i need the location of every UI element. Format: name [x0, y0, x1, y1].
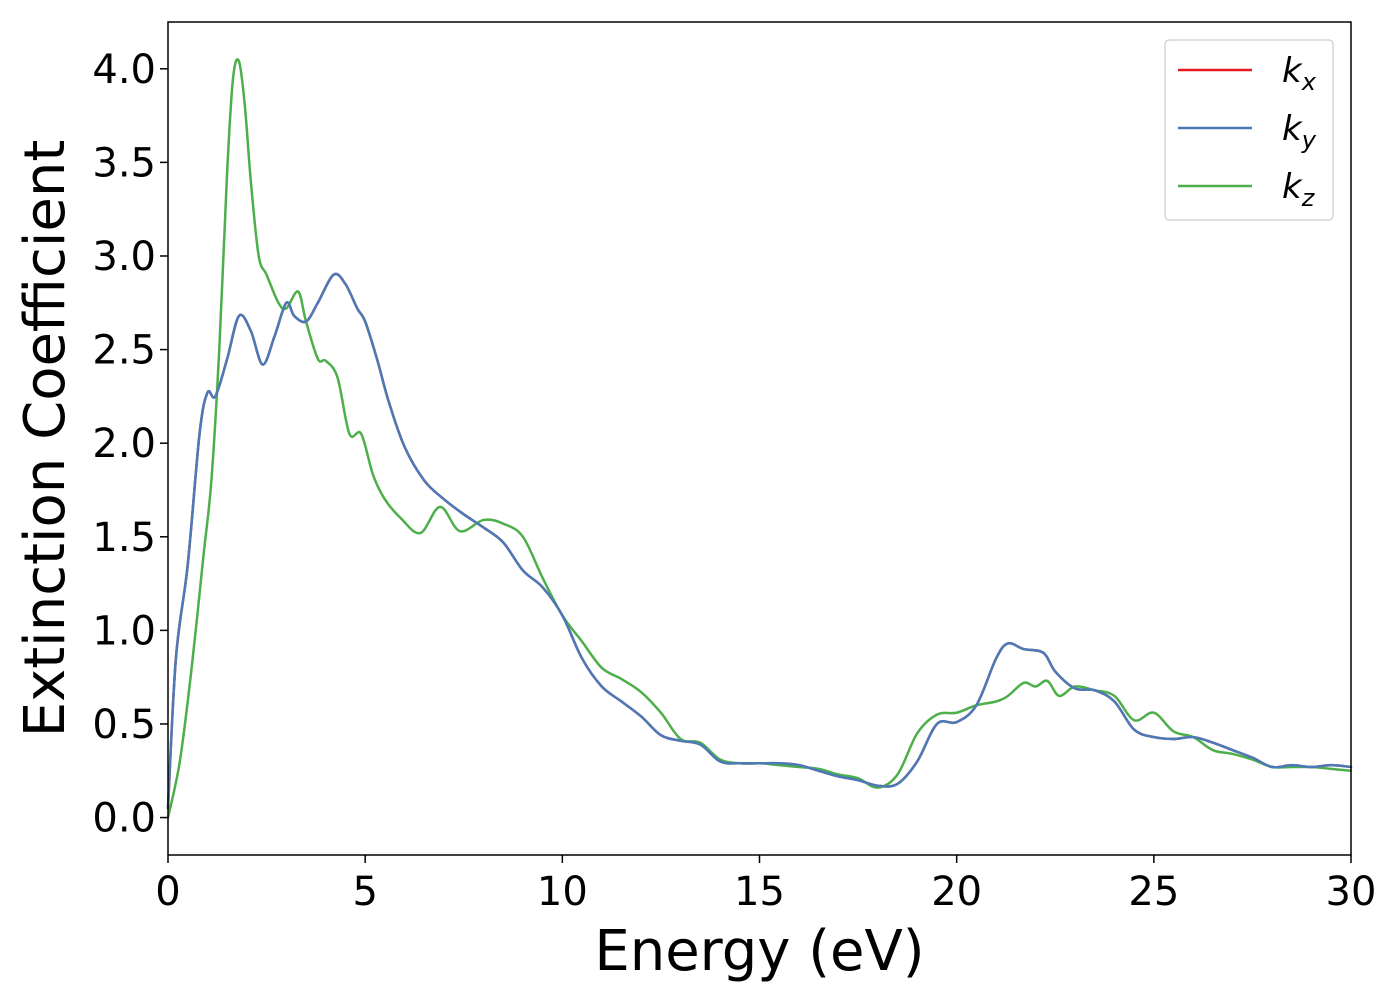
- legend-label-base: k: [1282, 109, 1303, 149]
- x-axis-title: Energy (eV): [594, 919, 924, 984]
- series-line-ky: [166, 272, 1353, 810]
- x-tick-label: 0: [155, 869, 180, 915]
- y-tick-label: 2.0: [92, 421, 156, 467]
- legend-label-subscript: z: [1301, 184, 1316, 212]
- y-tick-label: 1.5: [92, 515, 156, 561]
- legend-label-ky: ky: [1282, 109, 1317, 154]
- x-tick-label: 15: [734, 869, 785, 915]
- x-tick-label: 30: [1326, 869, 1377, 915]
- y-tick-label: 3.0: [92, 234, 156, 280]
- y-tick-label: 4.0: [92, 47, 156, 93]
- x-axis-ticks: 0 5 10 15 20 25 30: [155, 855, 1376, 915]
- y-tick-label: 2.5: [92, 328, 156, 374]
- legend-label-kx: kx: [1282, 51, 1317, 96]
- y-axis-ticks: 0.0 0.5 1.0 1.5 2.0 2.5 3.0 3.5 4.0: [92, 47, 168, 842]
- legend-label-subscript: x: [1301, 68, 1317, 96]
- legend-label-base: k: [1282, 167, 1303, 207]
- y-tick-label: 0.0: [92, 796, 156, 842]
- x-tick-label: 10: [537, 869, 588, 915]
- x-tick-label: 25: [1128, 869, 1179, 915]
- x-tick-label: 20: [931, 869, 982, 915]
- legend-label-base: k: [1282, 51, 1303, 91]
- y-tick-label: 3.5: [92, 140, 156, 186]
- y-axis-title: Extinction Coefficient: [13, 140, 78, 738]
- y-tick-label: 1.0: [92, 608, 156, 654]
- legend-box: [1164, 39, 1334, 221]
- legend-label-kz: kz: [1282, 167, 1316, 212]
- legend-label-subscript: y: [1301, 126, 1317, 154]
- y-tick-label: 0.5: [92, 702, 156, 748]
- series-layer: [166, 58, 1353, 819]
- x-tick-label: 5: [352, 869, 377, 915]
- series-line-kx: [166, 272, 1353, 810]
